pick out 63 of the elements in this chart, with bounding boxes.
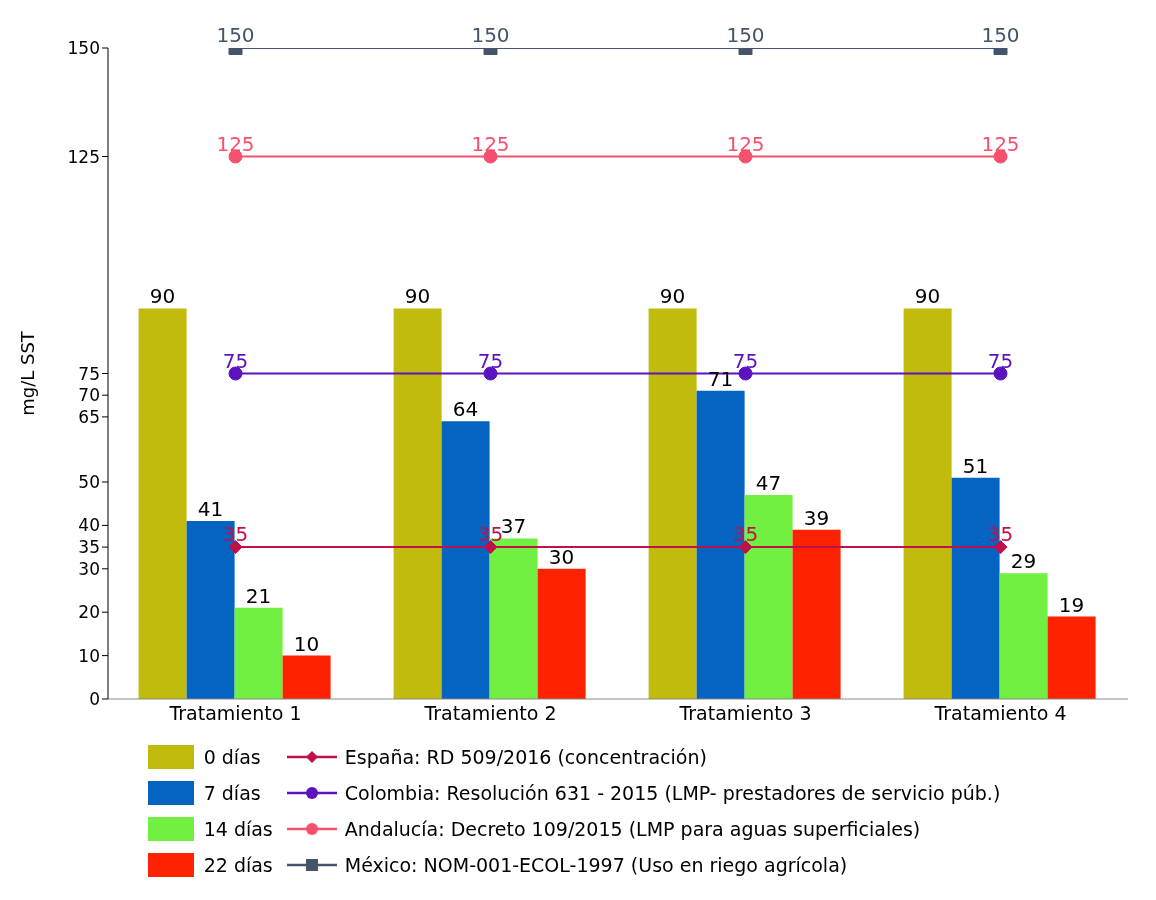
- data-label: 125: [216, 131, 255, 156]
- data-label: 150: [471, 23, 510, 47]
- data-label: 19: [1058, 592, 1085, 617]
- data-label: 90: [659, 284, 686, 309]
- x-tick-label: Tratamiento 2: [423, 702, 557, 725]
- data-label: 125: [726, 131, 765, 156]
- x-tick-label: Tratamiento 3: [678, 702, 812, 725]
- data-label: 90: [149, 284, 176, 309]
- legend-label: Andalucía: Decreto 109/2015 (LMP para aguas superficiales): [344, 818, 921, 840]
- y-tick-label: 75: [78, 363, 100, 384]
- legend-label: 7 días: [203, 782, 261, 804]
- bar: [648, 308, 697, 699]
- legend-label: 22 días: [203, 854, 273, 876]
- y-tick-label: 30: [78, 558, 100, 579]
- bar: [903, 308, 952, 699]
- y-tick-label: 50: [78, 472, 100, 493]
- data-label: 30: [548, 544, 575, 569]
- legend-label: México: NOM-001-ECOL-1997 (Uso en riego agrícola): [344, 854, 848, 876]
- bar: [138, 308, 187, 699]
- data-label: 150: [726, 23, 765, 47]
- y-tick-label: 35: [78, 537, 100, 558]
- bar: [999, 573, 1048, 699]
- legend-label: Colombia: Resolución 631 - 2015 (LMP- prestadores de servicio púb.): [344, 782, 1001, 804]
- data-label: 75: [987, 348, 1014, 373]
- legend-label: 14 días: [203, 818, 273, 840]
- y-tick-label: 125: [67, 146, 100, 167]
- y-tick-label: 70: [78, 385, 100, 406]
- x-tick-label: Tratamiento 1: [168, 702, 302, 725]
- y-tick-label: 150: [67, 38, 100, 59]
- data-label: 51: [962, 453, 989, 478]
- bar: [234, 607, 283, 699]
- data-label: 150: [981, 23, 1020, 47]
- data-label: 41: [197, 497, 224, 522]
- bar: [537, 568, 586, 699]
- data-label: 64: [452, 397, 479, 422]
- y-tick-label: 65: [78, 406, 100, 427]
- data-label: 125: [981, 131, 1020, 156]
- data-label: 29: [1010, 549, 1037, 574]
- data-label: 75: [732, 348, 759, 373]
- data-label: 75: [477, 348, 504, 373]
- data-label: 39: [803, 505, 830, 530]
- data-label: 21: [245, 583, 272, 608]
- bar: [282, 655, 331, 699]
- data-label: 71: [707, 366, 734, 391]
- y-tick-label: 40: [78, 515, 100, 536]
- bar: [393, 308, 442, 699]
- point: [483, 540, 498, 555]
- legend-label: España: RD 509/2016 (concentración): [344, 746, 707, 768]
- data-label: 125: [471, 131, 510, 156]
- bar: [792, 529, 841, 699]
- legend-label: 0 días: [203, 746, 261, 768]
- bar: [1047, 616, 1096, 699]
- y-axis-title: mg/L SST: [17, 330, 39, 416]
- data-label: 90: [914, 284, 941, 309]
- data-label: 75: [222, 348, 249, 373]
- y-tick-label: 10: [78, 645, 100, 666]
- x-tick-label: Tratamiento 4: [933, 702, 1067, 725]
- data-label: 10: [293, 631, 320, 656]
- data-label: 47: [755, 471, 782, 496]
- y-tick-label: 0: [89, 689, 100, 710]
- data-label: 90: [404, 284, 431, 309]
- y-tick-label: 20: [78, 602, 100, 623]
- data-label: 150: [216, 23, 255, 47]
